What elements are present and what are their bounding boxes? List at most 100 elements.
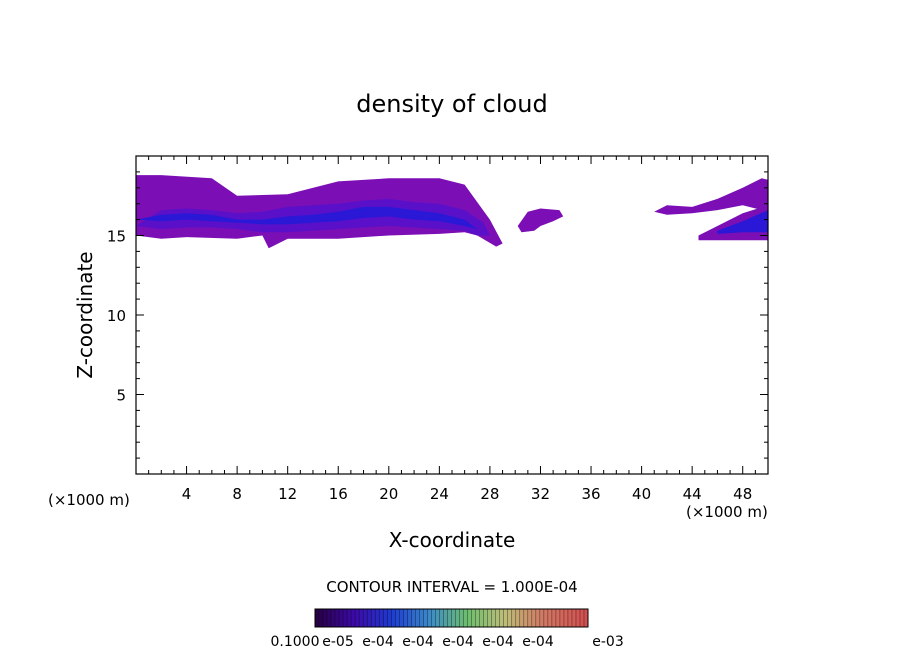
colorbar-cell — [475, 609, 480, 627]
colorbar-cell — [471, 609, 476, 627]
x-tick-label: 24 — [430, 485, 449, 503]
chart-title: density of cloud — [356, 90, 547, 118]
cloud-region-right-cloud-core — [717, 210, 768, 234]
colorbar-label: 0.1000 — [271, 634, 320, 650]
colorbar-cell — [403, 609, 408, 627]
colorbar-cell — [355, 609, 360, 627]
colorbar-cell — [415, 609, 420, 627]
colorbar-cell — [567, 609, 573, 627]
colorbar-cell — [479, 609, 484, 627]
colorbar-cell — [455, 609, 460, 627]
colorbar-cell — [519, 609, 525, 627]
colorbar-cell — [551, 609, 557, 627]
colorbar-cell — [511, 609, 517, 627]
colorbar-cell — [539, 609, 545, 627]
colorbar-cell — [535, 609, 541, 627]
colorbar-cell — [363, 609, 368, 627]
colorbar-cell — [395, 609, 400, 627]
cloud-region-main-cloud-inner — [136, 206, 478, 230]
colorbar-cell — [463, 609, 468, 627]
colorbar-cell — [327, 609, 332, 627]
colorbar-cell — [423, 609, 428, 627]
colorbar-cell — [419, 609, 424, 627]
colorbar-cell — [391, 609, 396, 627]
colorbar-cell — [563, 609, 569, 627]
colorbar-cell — [523, 609, 529, 627]
colorbar-cell — [495, 609, 500, 627]
colorbar-cell — [435, 609, 440, 627]
colorbar-cell — [451, 609, 456, 627]
colorbar-cell — [431, 609, 436, 627]
colorbar-cell — [559, 609, 565, 627]
y-tick-label: 5 — [116, 387, 126, 405]
colorbar-cell — [467, 609, 472, 627]
colorbar-cell — [371, 609, 376, 627]
colorbar-labels: 0.1000 e-05 e-04 e-04 e-04 e-04 e-04 e-03 — [271, 634, 624, 650]
colorbar-cell — [379, 609, 384, 627]
colorbar-cell — [543, 609, 549, 627]
colorbar-cell — [503, 609, 509, 627]
colorbar-cell — [319, 609, 324, 627]
x-unit-right: (×1000 m) — [686, 503, 768, 521]
colorbar-cell — [483, 609, 488, 627]
cloud-region-small-cloud — [517, 208, 564, 233]
x-axis-label: X-coordinate — [389, 528, 516, 552]
colorbar-cell — [359, 609, 364, 627]
x-axis: 4 8 12 16 20 24 28 32 36 40 44 48 — [148, 156, 756, 503]
colorbar-cell — [427, 609, 432, 627]
colorbar-cell — [515, 609, 521, 627]
colorbar-cell — [335, 609, 340, 627]
cloud-region-right-cloud-upper — [654, 178, 768, 215]
y-tick-label: 10 — [107, 307, 126, 325]
colorbar-cell — [411, 609, 416, 627]
colorbar-cell — [507, 609, 513, 627]
colorbar-label: e-05 — [322, 634, 353, 650]
x-tick-label: 32 — [531, 485, 550, 503]
x-tick-label: 48 — [733, 485, 752, 503]
colorbar-cell — [347, 609, 352, 627]
contour-interval: CONTOUR INTERVAL = 1.000E-04 — [326, 578, 577, 596]
colorbar-cell — [387, 609, 392, 627]
colorbar-cell — [531, 609, 537, 627]
colorbar-cell — [575, 609, 581, 627]
cloud-regions — [136, 175, 768, 249]
colorbar-cell — [439, 609, 444, 627]
x-tick-label: 44 — [683, 485, 702, 503]
colorbar-cell — [399, 609, 404, 627]
colorbar-label: e-04 — [442, 634, 474, 650]
colorbar-cell — [487, 609, 492, 627]
colorbar-label: e-04 — [362, 634, 394, 650]
x-tick-label: 16 — [329, 485, 348, 503]
colorbar-cell — [547, 609, 553, 627]
colorbar-cell — [351, 609, 356, 627]
colorbar — [314, 608, 589, 628]
y-tick-label: 15 — [107, 228, 126, 246]
colorbar-cell — [499, 609, 504, 627]
colorbar-cell — [367, 609, 372, 627]
colorbar-cell — [383, 609, 388, 627]
colorbar-cell — [491, 609, 496, 627]
colorbar-cell — [323, 609, 328, 627]
x-tick-label: 28 — [480, 485, 499, 503]
y-axis: 5 10 15 — [107, 171, 768, 459]
x-tick-label: 12 — [278, 485, 297, 503]
colorbar-cell — [579, 609, 585, 627]
x-tick-label: 40 — [632, 485, 651, 503]
x-tick-label: 4 — [182, 485, 192, 503]
colorbar-cell — [375, 609, 380, 627]
colorbar-cell — [527, 609, 533, 627]
colorbar-cell — [447, 609, 452, 627]
colorbar-cell — [583, 609, 589, 627]
colorbar-cell — [571, 609, 577, 627]
x-tick-label: 8 — [232, 485, 242, 503]
colorbar-cell — [331, 609, 336, 627]
x-tick-label: 36 — [581, 485, 600, 503]
x-unit-left: (×1000 m) — [48, 491, 130, 509]
colorbar-cell — [407, 609, 412, 627]
colorbar-cell — [343, 609, 348, 627]
colorbar-label: e-04 — [522, 634, 554, 650]
x-tick-label: 20 — [379, 485, 398, 503]
colorbar-cell — [459, 609, 464, 627]
colorbar-cell — [443, 609, 448, 627]
colorbar-frame — [314, 608, 589, 628]
